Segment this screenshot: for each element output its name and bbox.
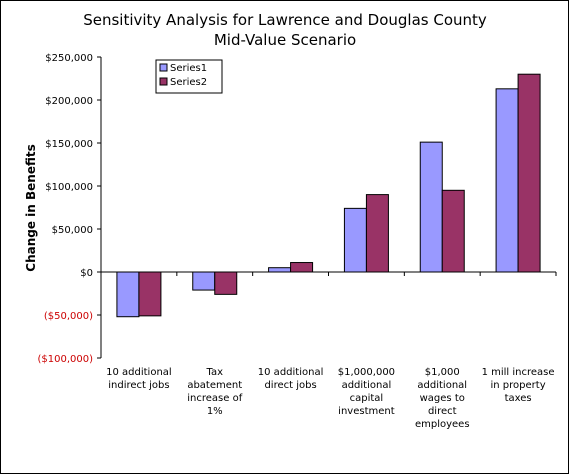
bars-layer bbox=[116, 73, 541, 318]
y-axis-label: Change in Benefits bbox=[24, 144, 38, 271]
bar-series2-cat6 bbox=[517, 73, 541, 273]
x-category-label: $1,000 additional wages to direct employees bbox=[415, 367, 470, 430]
y-tick-label: $100,000 bbox=[45, 182, 93, 193]
bar-series1-cat5 bbox=[419, 141, 443, 273]
bar-series1-cat6 bbox=[495, 88, 519, 273]
y-tick-label: ($50,000) bbox=[44, 311, 93, 322]
axes-layer bbox=[100, 57, 557, 358]
bar-series1-cat2 bbox=[192, 271, 216, 291]
bar-series1-cat4 bbox=[343, 207, 367, 273]
bar-series2-cat4 bbox=[365, 194, 389, 273]
x-category-label: $1,000,000 additional capital investment bbox=[338, 367, 395, 417]
y-tick-label: $250,000 bbox=[45, 53, 93, 64]
legend: Series1 Series2 bbox=[155, 59, 223, 94]
y-ticks: ($100,000) ($50,000) $0 $50,000 $100,000 $150… bbox=[37, 53, 101, 365]
bar-series2-cat3 bbox=[290, 262, 314, 273]
bar-series1-cat3 bbox=[268, 267, 292, 273]
x-category-label: 1 mill increase in property taxes bbox=[482, 367, 555, 404]
bar-series2-cat5 bbox=[441, 189, 465, 273]
bar-series1-cat1 bbox=[116, 271, 140, 318]
legend-swatch bbox=[159, 63, 168, 72]
legend-swatch bbox=[159, 77, 168, 86]
x-category-label: Tax abatement increase of 1% bbox=[187, 367, 242, 417]
legend-entry: Series2 bbox=[170, 77, 207, 88]
chart-title: Sensitivity Analysis for Lawrence and Do… bbox=[83, 11, 487, 29]
bar-series2-cat2 bbox=[214, 271, 238, 295]
x-categories: 10 additional indirect jobs Tax abatement in… bbox=[106, 367, 554, 430]
x-category-label: 10 additional indirect jobs bbox=[106, 367, 172, 391]
y-tick-label: $150,000 bbox=[45, 139, 93, 150]
y-tick-label: $200,000 bbox=[45, 96, 93, 107]
x-category-label: 10 additional direct jobs bbox=[258, 367, 324, 391]
chart-subtitle: Mid-Value Scenario bbox=[214, 31, 356, 49]
legend-box bbox=[155, 59, 223, 94]
y-tick-label: $50,000 bbox=[52, 225, 93, 236]
legend-entry: Series1 bbox=[170, 63, 207, 74]
y-tick-label: $0 bbox=[80, 268, 93, 279]
y-tick-label: ($100,000) bbox=[37, 354, 93, 365]
bar-series2-cat1 bbox=[138, 271, 162, 317]
